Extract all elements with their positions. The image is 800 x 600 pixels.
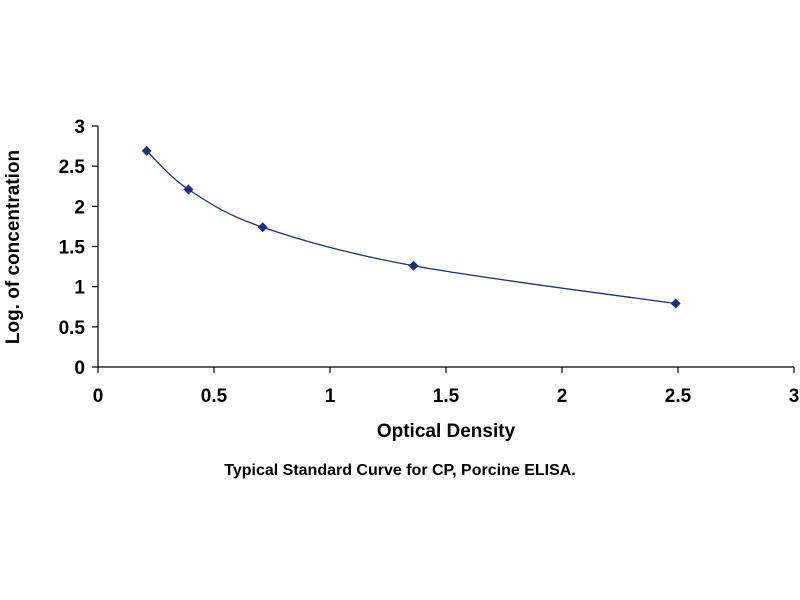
y-tick-label: 2.5	[59, 157, 86, 178]
data-point	[408, 260, 419, 271]
x-tick-label: 1.5	[433, 386, 460, 407]
figure-caption: Typical Standard Curve for CP, Porcine E…	[224, 462, 576, 479]
x-tick-label: 3	[789, 386, 800, 407]
data-point	[141, 145, 152, 156]
data-points	[141, 145, 681, 309]
y-axis-title: Log. of concentration	[3, 150, 24, 344]
y-tick-label: 3	[74, 117, 85, 138]
x-tick-label: 0.5	[201, 386, 228, 407]
y-tick-label: 0.5	[59, 318, 86, 339]
data-point	[670, 298, 681, 309]
x-axis-title: Optical Density	[377, 421, 516, 442]
y-tick-label: 2	[74, 197, 85, 218]
axes	[97, 126, 794, 368]
x-tick-label: 1	[325, 386, 336, 407]
x-tick-label: 2	[557, 386, 568, 407]
data-point	[183, 184, 194, 195]
y-tick-label: 1.5	[59, 238, 86, 259]
tick-labels: 0 0.5 1 1.5 2 2.5 3 0 0.5 1 1.5 2 2.5 3	[59, 117, 800, 407]
x-tick-label: 2.5	[665, 386, 692, 407]
fitted-curve	[146, 150, 676, 305]
x-tick-label: 0	[93, 386, 104, 407]
y-tick-label: 1	[74, 278, 85, 299]
ticks	[92, 125, 795, 373]
y-tick-label: 0	[74, 358, 85, 379]
data-point	[257, 222, 268, 233]
